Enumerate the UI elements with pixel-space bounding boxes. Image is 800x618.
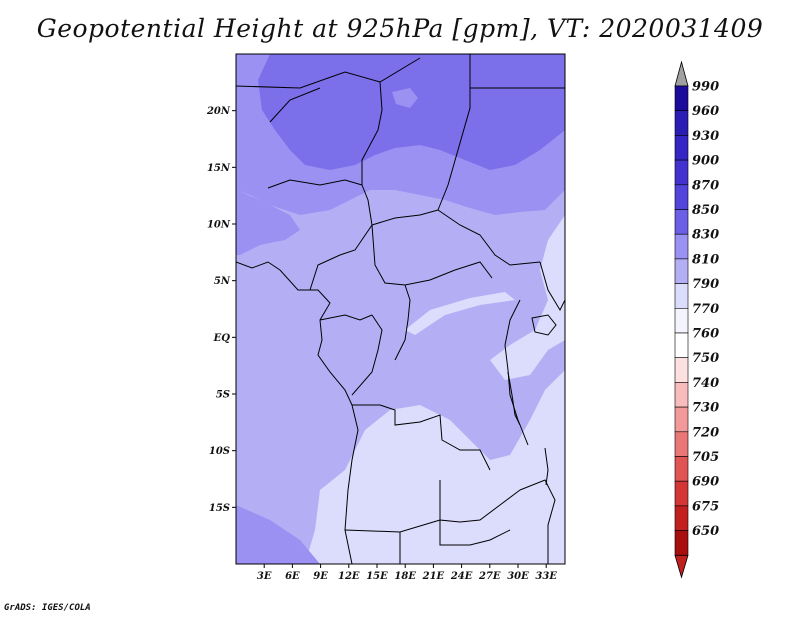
colorbar-level-label: 960 <box>692 104 719 119</box>
lake-tanganyika <box>507 371 521 426</box>
lat-tick-label: 15S <box>209 503 230 514</box>
colorbar-bottom-arrow <box>674 554 689 579</box>
border-congo-drc <box>351 314 383 396</box>
border-algeria-niger <box>236 57 421 89</box>
lon-tick-label: 30E <box>507 571 529 582</box>
colorbar-level-label: 720 <box>692 425 719 440</box>
border-sudan-south <box>437 209 541 266</box>
lon-tick-label: 6E <box>285 571 300 582</box>
lon-tick-label: 24E <box>450 571 473 582</box>
colorbar-swatch <box>674 307 689 334</box>
country-boundaries <box>236 54 565 564</box>
colorbar-level-label: 675 <box>692 499 719 514</box>
colorbar-swatch <box>674 406 689 433</box>
border-drc-angola <box>352 404 491 471</box>
border-chad-car <box>371 209 439 226</box>
colorbar-level-label: 740 <box>692 376 719 391</box>
field-streak-790 <box>405 292 515 335</box>
colorbar-swatch <box>674 258 689 284</box>
colorbar-swatch <box>674 357 689 383</box>
colorbar-swatch <box>674 480 689 507</box>
colorbar: 990 960 930 900 870 850 830 810 790 770 760 750 740 7… <box>674 60 719 579</box>
longitude-axis: 3E 6E 9E 12E 15E 18E 21E 24E 27E 30E 33E <box>257 564 557 582</box>
colorbar-swatch <box>674 209 689 235</box>
colorbar-level-label: 760 <box>692 327 719 342</box>
colorbar-swatch <box>674 85 689 112</box>
colorbar-swatch <box>674 159 689 186</box>
border-botswana <box>439 520 511 546</box>
border-niger-chad <box>361 81 383 185</box>
colorbar-level-label: 750 <box>692 351 719 366</box>
lake-victoria <box>531 314 557 336</box>
lat-tick-label: 15N <box>207 163 231 174</box>
field-region-790-east <box>490 215 565 380</box>
lon-tick-label: 12E <box>338 571 360 582</box>
lon-tick-label: 21E <box>422 571 445 582</box>
field-region-830-southwest <box>236 505 320 564</box>
map-panel <box>235 53 566 565</box>
colorbar-level-label: 870 <box>692 178 719 193</box>
colorbar-top-arrow <box>674 60 689 87</box>
border-nigeria-north <box>267 179 363 189</box>
border-east-africa <box>539 261 565 312</box>
map-frame <box>235 53 566 565</box>
lon-tick-label: 27E <box>478 571 501 582</box>
colorbar-level-label: 990 <box>692 80 719 95</box>
colorbar-level-label: 770 <box>692 302 719 317</box>
border-zambia-south <box>439 480 521 523</box>
lat-tick-label: 10N <box>207 220 231 231</box>
colorbar-level-label: 650 <box>692 524 719 539</box>
colorbar-level-label: 850 <box>692 203 719 218</box>
colorbar-level-label: 790 <box>692 277 719 292</box>
border-mozambique <box>519 479 556 564</box>
colorbar-swatch <box>674 530 689 556</box>
colorbar-swatch <box>674 110 689 136</box>
colorbar-swatch <box>674 233 689 260</box>
field-region-830-west <box>236 190 300 255</box>
border-nigeria-cameroon <box>309 184 373 291</box>
field-region-850-north <box>258 54 565 170</box>
colorbar-level-label: 830 <box>692 228 719 243</box>
border-car-south <box>371 224 493 286</box>
lat-tick-label: 20N <box>206 106 231 117</box>
field-region-790-south <box>305 370 565 564</box>
colorbar-swatch <box>674 283 689 309</box>
border-gabon-congo <box>319 314 373 321</box>
lon-tick-label: 3E <box>257 571 272 582</box>
border-chad-sudan <box>437 54 471 211</box>
latitude-axis: 20N 15N 10N 5N EQ 5S 10S 15S <box>206 106 236 514</box>
lat-tick-label: 10S <box>209 446 230 457</box>
colorbar-swatch <box>674 382 689 408</box>
colorbar-level-label: 930 <box>692 129 719 144</box>
colorbar-swatch <box>674 505 689 531</box>
colorbar-level-label: 730 <box>692 401 719 416</box>
colorbar-swatch <box>674 456 689 482</box>
lat-tick-label: 5N <box>214 276 231 287</box>
colorbar-swatch <box>674 431 689 457</box>
colorbar-level-label: 810 <box>692 252 719 267</box>
colorbar-swatch <box>674 184 689 210</box>
border-drc-north <box>394 284 411 361</box>
credit-label: GrADS: IGES/COLA <box>4 603 91 613</box>
lat-tick-label: EQ <box>213 333 231 344</box>
colorbar-level-label: 900 <box>692 154 719 169</box>
lon-tick-label: 33E <box>535 571 557 582</box>
colorbar-swatch <box>674 332 689 359</box>
lon-tick-label: 15E <box>366 571 388 582</box>
coastline-west-africa <box>236 261 353 406</box>
lon-tick-label: 18E <box>394 571 416 582</box>
colorbar-swatch <box>674 135 689 161</box>
lake-malawi <box>544 447 549 486</box>
field-patch-830 <box>392 88 418 108</box>
lat-tick-label: 5S <box>216 390 230 401</box>
border-mali-niger <box>269 87 321 123</box>
coastline-angola-namibia <box>344 404 359 564</box>
colorbar-level-label: 705 <box>692 450 719 465</box>
colorbar-level-label: 690 <box>692 475 719 490</box>
lon-tick-label: 9E <box>313 571 328 582</box>
chart-title: Geopotential Height at 925hPa [gpm], VT:… <box>36 14 764 43</box>
